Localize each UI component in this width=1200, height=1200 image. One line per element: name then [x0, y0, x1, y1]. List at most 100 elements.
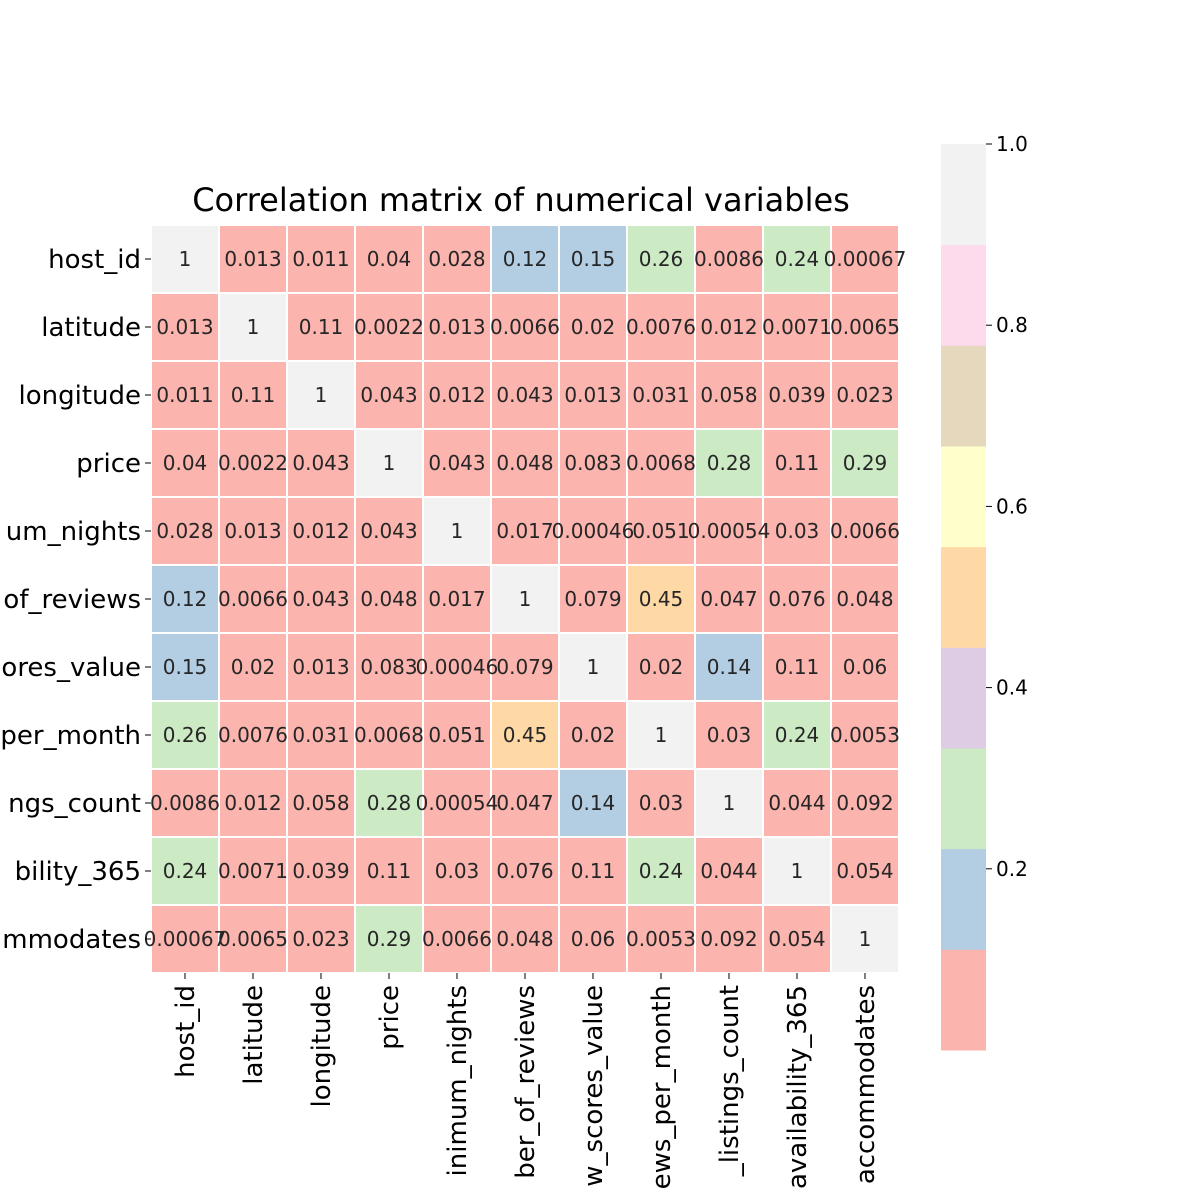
- cell-value-label: 0.013: [224, 247, 281, 271]
- heatmap-cell: [694, 768, 764, 838]
- cell-value-label: 0.24: [639, 859, 684, 883]
- colorbar-band: [941, 949, 986, 1051]
- colorbar-tick-label: 0.4: [996, 676, 1028, 700]
- cell-value-label: 0.28: [367, 791, 412, 815]
- colorbar-band: [941, 446, 986, 548]
- cell-value-label: 0.45: [639, 587, 684, 611]
- cell-value-label: 0.03: [707, 723, 752, 747]
- x-tick-label: longitude: [307, 985, 337, 1108]
- cell-value-label: 0.013: [292, 655, 349, 679]
- heatmap-cell: [490, 496, 560, 566]
- cell-value-label: 0.031: [632, 383, 689, 407]
- heatmap-cell: [626, 292, 696, 362]
- cell-value-label: 0.0022: [218, 451, 288, 475]
- cell-value-label: 0.0076: [218, 723, 288, 747]
- cell-value-label: 0.0068: [626, 451, 696, 475]
- cell-value-label: 0.29: [367, 927, 412, 951]
- cell-value-label: 0.092: [836, 791, 893, 815]
- cell-value-label: 0.04: [163, 451, 208, 475]
- cell-value-label: 0.048: [496, 927, 553, 951]
- colorbar: 0.2 0.4 0.6 0.8 1.0: [941, 132, 1028, 1051]
- cell-value-label: 0.0071: [762, 315, 832, 339]
- heatmap-cell: [422, 836, 492, 906]
- heatmap-cell: [558, 292, 628, 362]
- cell-value-label: 0.28: [707, 451, 752, 475]
- heatmap-cell: [830, 224, 900, 294]
- cell-value-label: 0.11: [775, 451, 820, 475]
- cell-value-label: 0.083: [360, 655, 417, 679]
- cell-value-label: 0.043: [360, 519, 417, 543]
- cell-annotations: 1 0.013 0.011 0.04 0.028 0.12 0.15 0.26 0.0086 0.…: [144, 247, 907, 951]
- cell-value-label: 0.0065: [830, 315, 900, 339]
- heatmap-cell: [830, 768, 900, 838]
- cell-value-label: 1: [655, 723, 668, 747]
- colorbar-tick-label: 0.6: [996, 494, 1028, 518]
- heatmap-cell: [422, 904, 492, 974]
- cell-value-label: 0.0071: [218, 859, 288, 883]
- cell-value-label: 0.04: [367, 247, 412, 271]
- heatmap-cell: [558, 700, 628, 770]
- cell-value-label: 0.044: [768, 791, 825, 815]
- cell-value-label: 0.11: [299, 315, 344, 339]
- heatmap-cell: [150, 564, 220, 634]
- heatmap-cell: [762, 632, 832, 702]
- x-tick-label: ews_per_month: [647, 985, 677, 1189]
- heatmap-cell: [150, 292, 220, 362]
- cell-value-label: 0.0053: [626, 927, 696, 951]
- cell-value-label: 0.0053: [830, 723, 900, 747]
- cell-value-label: 0.00067: [824, 247, 907, 271]
- cell-value-label: 0.11: [231, 383, 276, 407]
- cell-value-label: 0.054: [836, 859, 893, 883]
- y-tick-label: longitude: [18, 381, 141, 411]
- cell-value-label: 0.039: [292, 859, 349, 883]
- heatmap-cell: [150, 496, 220, 566]
- heatmap-cell: [694, 496, 764, 566]
- cell-value-label: 0.14: [571, 791, 616, 815]
- heatmap-cell: [762, 496, 832, 566]
- heatmap-cell: [490, 224, 560, 294]
- cell-value-label: 0.03: [435, 859, 480, 883]
- cell-value-label: 0.24: [775, 723, 820, 747]
- x-tick-label: latitude: [239, 985, 269, 1085]
- y-tick-label: ores_value: [1, 653, 141, 683]
- cell-value-label: 0.06: [843, 655, 888, 679]
- cell-value-label: 0.02: [571, 315, 616, 339]
- x-tick-label: accommodates: [851, 985, 881, 1184]
- heatmap-cell: [762, 904, 832, 974]
- heatmap-cell: [218, 224, 288, 294]
- heatmap-cell: [694, 292, 764, 362]
- heatmap-cell: [422, 292, 492, 362]
- heatmap-cell: [150, 360, 220, 430]
- heatmap-cell: [490, 564, 560, 634]
- cell-value-label: 0.00054: [688, 519, 771, 543]
- cell-value-label: 0.011: [292, 247, 349, 271]
- y-tick-label: mmodates: [2, 925, 141, 955]
- cell-value-label: 0.012: [292, 519, 349, 543]
- y-tick-label: ngs_count: [8, 789, 141, 819]
- cell-value-label: 1: [383, 451, 396, 475]
- heatmap-cell: [558, 632, 628, 702]
- heatmap-cell: [762, 224, 832, 294]
- x-tick-label: host_id: [171, 985, 201, 1078]
- y-tick-label: latitude: [41, 313, 141, 343]
- heatmap-cell: [422, 360, 492, 430]
- heatmap-cell: [558, 768, 628, 838]
- cell-value-label: 0.02: [571, 723, 616, 747]
- cell-value-label: 0.079: [564, 587, 621, 611]
- cell-value-label: 0.079: [496, 655, 553, 679]
- cell-value-label: 0.12: [503, 247, 548, 271]
- heatmap-cell: [354, 564, 424, 634]
- cell-value-label: 0.028: [428, 247, 485, 271]
- heatmap-cell: [286, 496, 356, 566]
- cell-value-label: 0.013: [564, 383, 621, 407]
- cell-value-label: 0.15: [571, 247, 616, 271]
- cell-value-label: 0.011: [156, 383, 213, 407]
- heatmap-cell: [762, 700, 832, 770]
- colorbar-band: [941, 848, 986, 950]
- cell-value-label: 0.14: [707, 655, 752, 679]
- heatmap-cells: [150, 224, 900, 974]
- cell-value-label: 0.26: [639, 247, 684, 271]
- y-tick-label: price: [76, 449, 141, 479]
